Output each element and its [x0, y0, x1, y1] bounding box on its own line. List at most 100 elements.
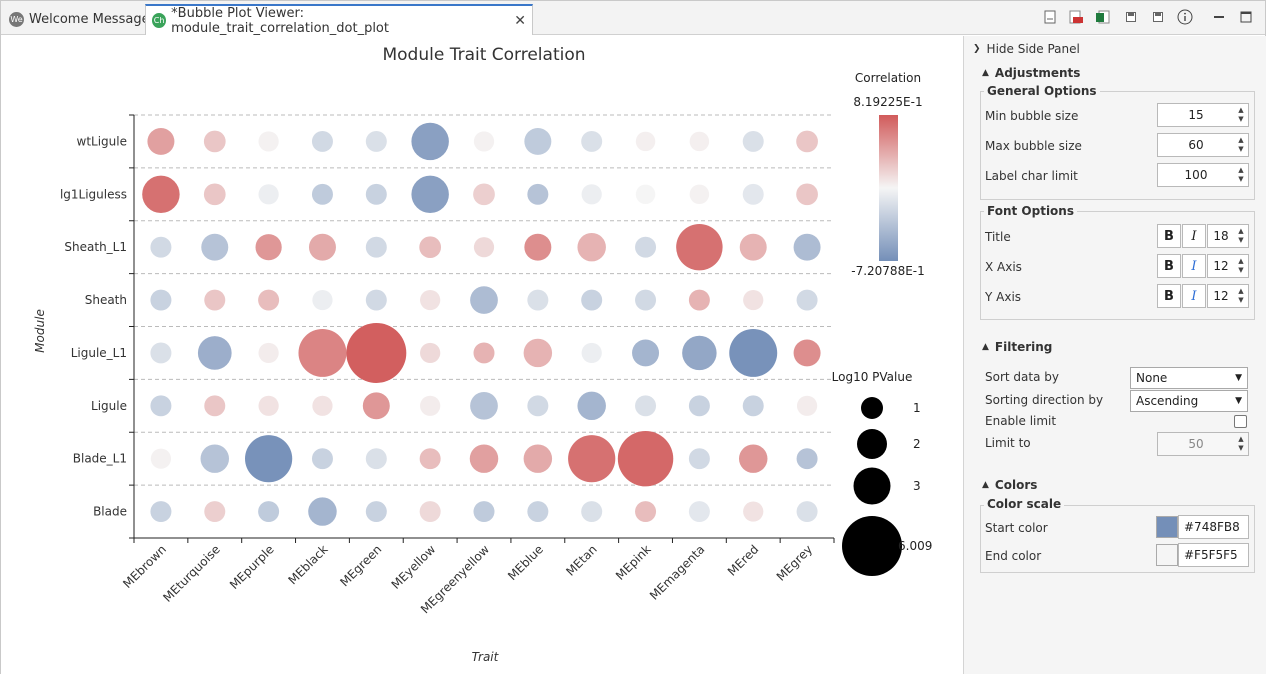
pdf-icon[interactable]	[1068, 9, 1084, 25]
bubble[interactable]	[635, 236, 657, 258]
bubble[interactable]	[258, 501, 280, 523]
colors-section-toggle[interactable]: ▲ Colors	[982, 478, 1037, 492]
bubble[interactable]	[204, 501, 226, 523]
spinner-arrows-icon[interactable]: ▲ ▼	[1238, 166, 1244, 183]
bubble[interactable]	[311, 448, 333, 470]
bubble[interactable]	[411, 175, 449, 214]
bubble[interactable]	[150, 236, 172, 258]
bubble[interactable]	[581, 342, 602, 364]
bubble[interactable]	[635, 395, 657, 417]
bubble[interactable]	[635, 131, 656, 152]
bubble[interactable]	[796, 395, 818, 416]
bubble[interactable]	[311, 183, 333, 205]
bubble[interactable]	[150, 289, 172, 311]
spinner-arrows-icon[interactable]: ▲ ▼	[1238, 106, 1244, 123]
excel-icon[interactable]	[1095, 9, 1111, 25]
bubble[interactable]	[635, 184, 656, 205]
bubble[interactable]	[147, 127, 175, 155]
bubble[interactable]	[793, 233, 821, 261]
bubble[interactable]	[365, 183, 387, 205]
save-as-icon[interactable]	[1150, 9, 1166, 25]
bubble[interactable]	[632, 339, 660, 367]
bubble[interactable]	[312, 289, 333, 311]
document-icon[interactable]	[1042, 9, 1058, 25]
limit-to-spinner[interactable]: 50 ▲ ▼	[1157, 432, 1249, 456]
bubble[interactable]	[793, 339, 821, 367]
min-bubble-size-spinner[interactable]: 15 ▲ ▼	[1157, 103, 1249, 127]
bubble[interactable]	[473, 342, 495, 364]
bubble[interactable]	[362, 392, 390, 420]
bubble[interactable]	[682, 335, 717, 371]
bubble[interactable]	[743, 289, 764, 311]
bubble[interactable]	[577, 232, 606, 262]
bubble[interactable]	[688, 501, 710, 523]
hide-side-panel-button[interactable]: ❯ Hide Side Panel	[973, 42, 1080, 56]
bubble[interactable]	[470, 286, 498, 314]
spinner-arrows-icon[interactable]: ▲ ▼	[1238, 287, 1244, 304]
bubble[interactable]	[365, 130, 387, 152]
tab-bubble-plot-viewer[interactable]: Ch *Bubble Plot Viewer: module_trait_cor…	[145, 4, 533, 36]
max-bubble-size-spinner[interactable]: 60 ▲ ▼	[1157, 133, 1249, 157]
bubble[interactable]	[419, 448, 441, 470]
bubble[interactable]	[308, 233, 336, 261]
bubble[interactable]	[742, 183, 764, 205]
x-axis-font-size-spinner[interactable]: 12 ▲ ▼	[1207, 254, 1249, 278]
spinner-arrows-icon[interactable]: ▲ ▼	[1238, 227, 1244, 244]
bubble[interactable]	[420, 289, 441, 311]
y-axis-italic-button[interactable]: I	[1182, 284, 1206, 308]
bubble[interactable]	[524, 127, 552, 155]
save-icon[interactable]	[1123, 9, 1139, 25]
bubble[interactable]	[258, 342, 279, 364]
bubble[interactable]	[204, 395, 226, 417]
bubble[interactable]	[581, 130, 603, 152]
bubble[interactable]	[258, 184, 279, 205]
bubble[interactable]	[419, 236, 442, 259]
bubble[interactable]	[469, 444, 499, 473]
bubble[interactable]	[796, 183, 818, 206]
bubble[interactable]	[527, 395, 549, 417]
x-axis-italic-button[interactable]: I	[1182, 254, 1206, 278]
bubble[interactable]	[527, 501, 549, 523]
bubble[interactable]	[527, 289, 549, 311]
bubble[interactable]	[365, 448, 387, 470]
bubble[interactable]	[738, 444, 768, 473]
info-icon[interactable]	[1177, 9, 1193, 25]
bubble[interactable]	[255, 234, 282, 261]
start-color-input[interactable]: #748FB8	[1178, 515, 1249, 539]
bubble[interactable]	[577, 391, 606, 421]
sort-data-select[interactable]: None ▼	[1130, 367, 1248, 389]
close-icon[interactable]: ✕	[514, 12, 526, 29]
end-color-swatch[interactable]	[1156, 544, 1178, 566]
bubble[interactable]	[311, 130, 333, 152]
bubble[interactable]	[473, 131, 495, 152]
bubble[interactable]	[365, 236, 387, 258]
bubble[interactable]	[258, 395, 279, 416]
bubble[interactable]	[796, 501, 818, 523]
bubble[interactable]	[796, 448, 818, 470]
bubble[interactable]	[312, 395, 333, 416]
bubble[interactable]	[470, 391, 498, 420]
spinner-arrows-icon[interactable]: ▲ ▼	[1238, 136, 1244, 153]
bubble[interactable]	[411, 122, 449, 161]
bubble[interactable]	[524, 233, 552, 261]
bubble[interactable]	[729, 328, 778, 377]
bubble[interactable]	[473, 501, 495, 523]
filtering-section-toggle[interactable]: ▲ Filtering	[982, 340, 1052, 354]
title-italic-button[interactable]: I	[1182, 224, 1206, 248]
bubble[interactable]	[796, 130, 818, 153]
bubble[interactable]	[581, 184, 602, 205]
enable-limit-checkbox[interactable]	[1234, 415, 1247, 428]
bubble[interactable]	[200, 444, 230, 473]
bubble[interactable]	[150, 395, 172, 417]
sorting-direction-select[interactable]: Ascending ▼	[1130, 390, 1248, 412]
bubble[interactable]	[676, 223, 723, 271]
bubble[interactable]	[743, 501, 764, 522]
y-axis-bold-button[interactable]: B	[1157, 284, 1181, 308]
bubble[interactable]	[568, 435, 616, 483]
bubble[interactable]	[245, 435, 293, 483]
title-font-size-spinner[interactable]: 18 ▲ ▼	[1207, 224, 1249, 248]
bubble[interactable]	[635, 501, 657, 523]
title-bold-button[interactable]: B	[1157, 224, 1181, 248]
bubble[interactable]	[308, 497, 337, 526]
bubble[interactable]	[688, 395, 710, 417]
